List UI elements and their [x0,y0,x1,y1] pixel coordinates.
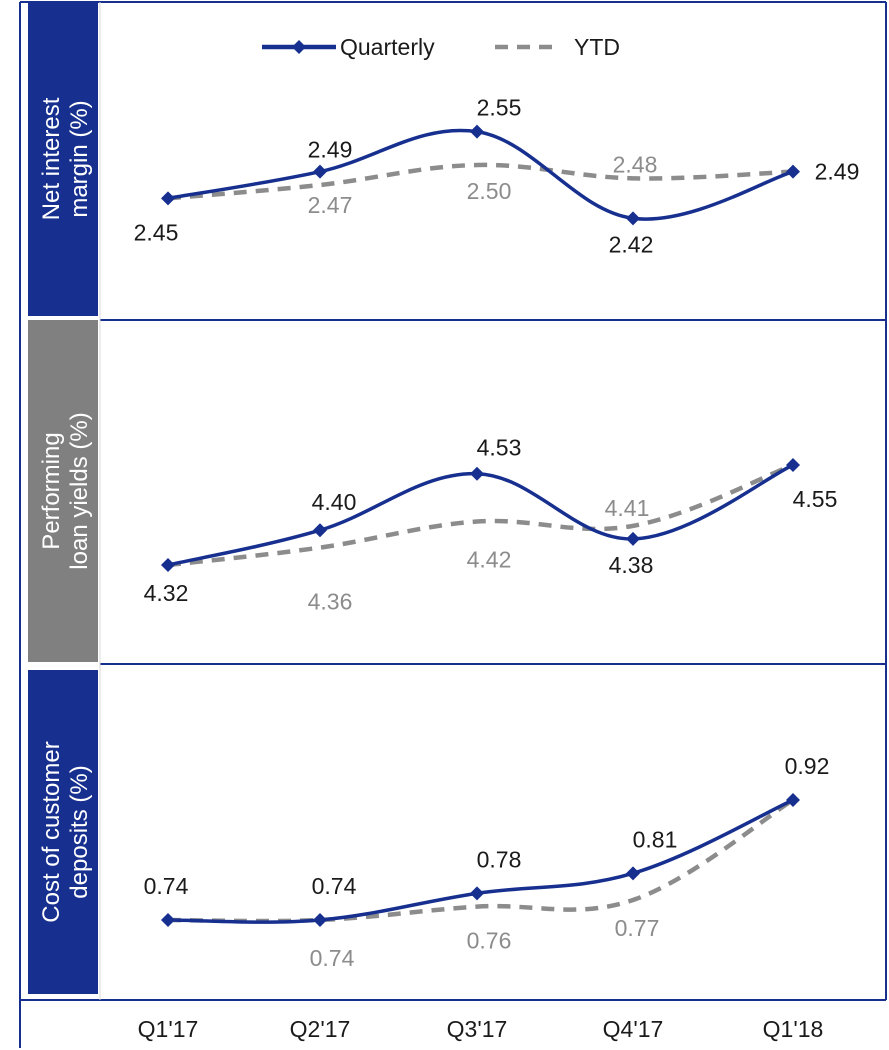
data-label-quarterly: 2.49 [815,159,860,185]
panel-3: Cost of customerdeposits (%) 0.74 0.74 0.78… [28,670,829,994]
panel-label: Cost of customerdeposits (%) [38,741,93,922]
point-quarterly [470,886,484,901]
panel-label: Net interestmargin (%) [38,97,93,220]
data-label-quarterly: 4.53 [477,435,522,461]
data-label-ytd: 0.76 [467,928,512,954]
series-line-ytd [167,162,794,201]
data-label-quarterly: 2.49 [308,137,353,163]
legend: Quarterly YTD [262,34,620,60]
data-label-quarterly: 0.92 [785,753,830,779]
x-tick-label: Q2'17 [290,1016,351,1042]
point-quarterly [161,558,175,572]
x-tick-label: Q3'17 [447,1016,508,1042]
data-label-quarterly: 2.45 [134,219,179,245]
point-quarterly [470,466,484,481]
x-tick-label: Q1'18 [763,1016,824,1042]
data-label-quarterly: 4.32 [144,580,189,606]
panel-label-line: Performing [38,432,65,549]
panel-label-line: Net interest [38,97,65,220]
panel-label: Performingloan yields (%) [38,412,93,569]
panel-label-line: margin (%) [66,100,93,217]
data-label-ytd: 2.47 [308,192,353,218]
legend-label-ytd: YTD [574,34,620,60]
panel-label-line: Cost of customer [38,741,65,922]
data-label-quarterly: 0.74 [144,873,189,899]
data-label-ytd: 2.50 [467,178,512,204]
point-quarterly [626,211,640,226]
point-quarterly [470,124,484,139]
panel-label-box [28,2,98,316]
point-quarterly [313,164,327,179]
point-quarterly [626,531,640,546]
point-quarterly [626,866,640,881]
data-label-quarterly: 0.81 [633,826,678,852]
data-label-quarterly: 2.42 [609,231,654,257]
data-label-ytd: 0.74 [310,945,355,971]
data-label-quarterly: 2.55 [477,95,522,121]
panel-label-box [28,320,98,662]
point-quarterly [786,164,800,179]
panel-1: Net interestmargin (%) 2.45 2.49 2.55 2.42 2.… [28,2,859,316]
series-line-quarterly [167,128,794,221]
x-tick-label: Q4'17 [603,1016,664,1042]
x-tick-label: Q1'17 [138,1016,199,1042]
data-label-quarterly: 4.40 [312,489,357,515]
data-label-quarterly: 0.74 [312,873,357,899]
panel-2: Performingloan yields (%) 4.32 4.40 4.53 4.3… [28,320,837,662]
point-quarterly [161,191,175,206]
data-label-ytd: 0.77 [615,915,660,941]
panel-label-box [28,670,98,994]
data-label-ytd: 4.42 [467,547,512,573]
panel-label-line: loan yields (%) [66,412,93,569]
data-label-quarterly: 0.78 [477,846,522,872]
data-label-ytd: 2.48 [613,151,658,177]
point-quarterly [786,458,800,472]
point-quarterly [313,913,327,927]
legend-label-quarterly: Quarterly [340,34,435,60]
data-label-quarterly: 4.55 [793,486,838,512]
data-label-ytd: 4.36 [308,589,353,615]
point-quarterly [161,913,175,927]
panel-label-line: deposits (%) [66,765,93,898]
point-quarterly [313,523,327,538]
point-quarterly [786,793,800,807]
data-label-ytd: 4.41 [605,495,650,521]
data-label-quarterly: 4.38 [609,552,654,578]
series-line-ytd [167,462,794,568]
legend-marker-quarterly [292,40,306,54]
